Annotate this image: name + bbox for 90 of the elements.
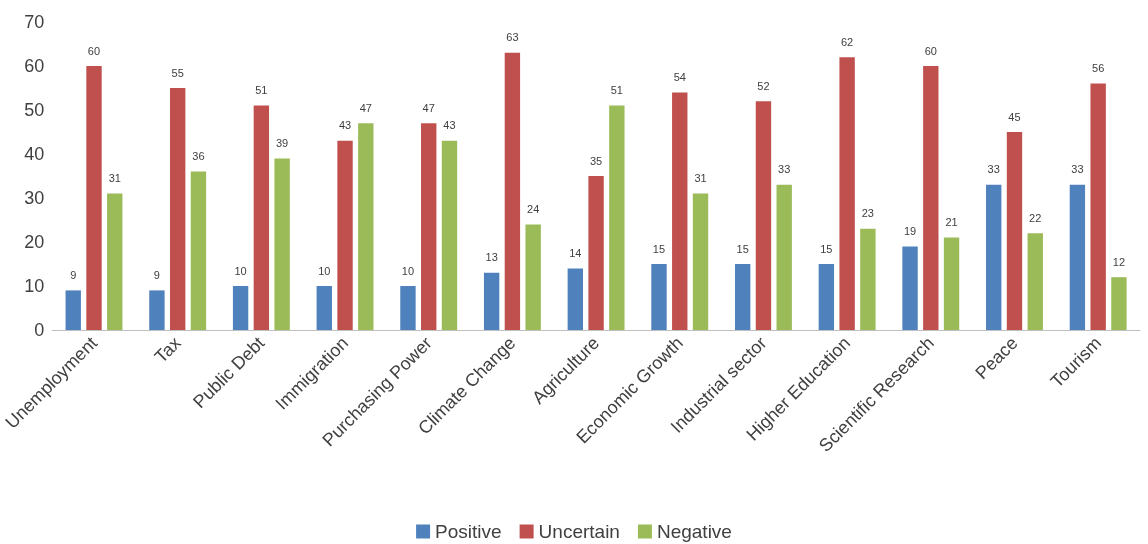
bar: [1006, 132, 1023, 330]
data-label: 52: [757, 79, 770, 92]
legend-label: Positive: [435, 521, 502, 542]
data-label: 14: [569, 246, 582, 259]
data-label: 21: [945, 216, 958, 229]
data-label: 33: [987, 163, 1000, 176]
data-label: 63: [506, 31, 519, 44]
bar: [441, 140, 458, 330]
data-label: 51: [610, 84, 623, 97]
data-label: 56: [1092, 62, 1105, 75]
y-tick-label: 20: [24, 232, 45, 252]
bar: [1111, 277, 1127, 330]
bar: [923, 66, 939, 330]
bar: [274, 158, 290, 330]
data-label: 36: [192, 150, 205, 163]
data-label: 15: [820, 242, 833, 255]
y-tick-label: 40: [24, 144, 45, 164]
data-label: 31: [108, 172, 121, 185]
bar: [1069, 184, 1086, 330]
bar: [483, 272, 500, 330]
bar: [525, 224, 541, 330]
data-label: 33: [1071, 163, 1084, 176]
data-label: 15: [736, 242, 749, 255]
y-tick-label: 60: [24, 56, 45, 76]
x-tick-label: Tax: [150, 332, 185, 367]
legend-label: Uncertain: [538, 521, 620, 542]
bar: [149, 290, 165, 330]
bar: [232, 286, 249, 330]
data-label: 19: [903, 224, 917, 237]
bar: [190, 171, 207, 330]
bar: [358, 123, 374, 330]
bar: [1027, 233, 1043, 330]
data-label: 45: [1008, 110, 1021, 123]
bar: [902, 246, 918, 330]
data-label: 10: [401, 264, 415, 277]
data-label: 39: [276, 136, 289, 149]
bar: [86, 66, 102, 330]
bar: [337, 140, 353, 330]
bar: [567, 268, 584, 330]
data-label: 9: [70, 268, 77, 281]
bar: [672, 92, 688, 330]
data-label: 13: [485, 251, 498, 264]
y-tick-label: 10: [24, 276, 45, 296]
bar: [818, 264, 835, 330]
bar: [504, 52, 521, 330]
bar: [253, 105, 270, 330]
bar: [65, 290, 81, 330]
data-label: 60: [924, 44, 937, 57]
data-label: 47: [359, 101, 372, 114]
legend-label: Negative: [656, 521, 732, 542]
data-label: 62: [840, 35, 854, 48]
bar: [169, 88, 186, 330]
data-label: 23: [861, 207, 875, 220]
bar: [400, 286, 416, 330]
bar: [107, 193, 123, 330]
bar: [776, 184, 792, 330]
data-label: 54: [673, 70, 686, 83]
bar: [755, 101, 772, 330]
bar: [588, 176, 604, 330]
bar: [692, 193, 709, 330]
bar: [421, 123, 437, 330]
bar: [734, 264, 751, 330]
data-label: 15: [652, 242, 666, 255]
data-label: 12: [1112, 255, 1126, 268]
bar: [316, 286, 332, 330]
bar: [1090, 83, 1106, 330]
y-tick-label: 0: [34, 320, 45, 340]
data-label: 33: [778, 163, 791, 176]
data-label: 10: [234, 264, 247, 277]
data-label: 10: [318, 264, 331, 277]
data-label: 22: [1029, 211, 1042, 224]
data-label: 47: [422, 101, 435, 114]
y-tick-label: 30: [24, 188, 45, 208]
bar: [609, 105, 625, 330]
data-label: 43: [338, 119, 352, 132]
bar: [986, 184, 1002, 330]
data-label: 9: [153, 268, 160, 281]
data-label: 31: [694, 172, 707, 185]
bar: [860, 228, 876, 330]
bar: [943, 237, 960, 330]
data-label: 55: [171, 66, 184, 79]
bar: [839, 57, 855, 330]
data-label: 24: [527, 202, 540, 215]
data-label: 60: [87, 44, 101, 57]
data-label: 43: [443, 119, 456, 132]
bar: [651, 264, 667, 330]
data-label: 51: [255, 84, 268, 97]
y-tick-label: 70: [24, 12, 45, 32]
data-label: 35: [589, 154, 603, 167]
y-tick-label: 50: [24, 100, 45, 120]
